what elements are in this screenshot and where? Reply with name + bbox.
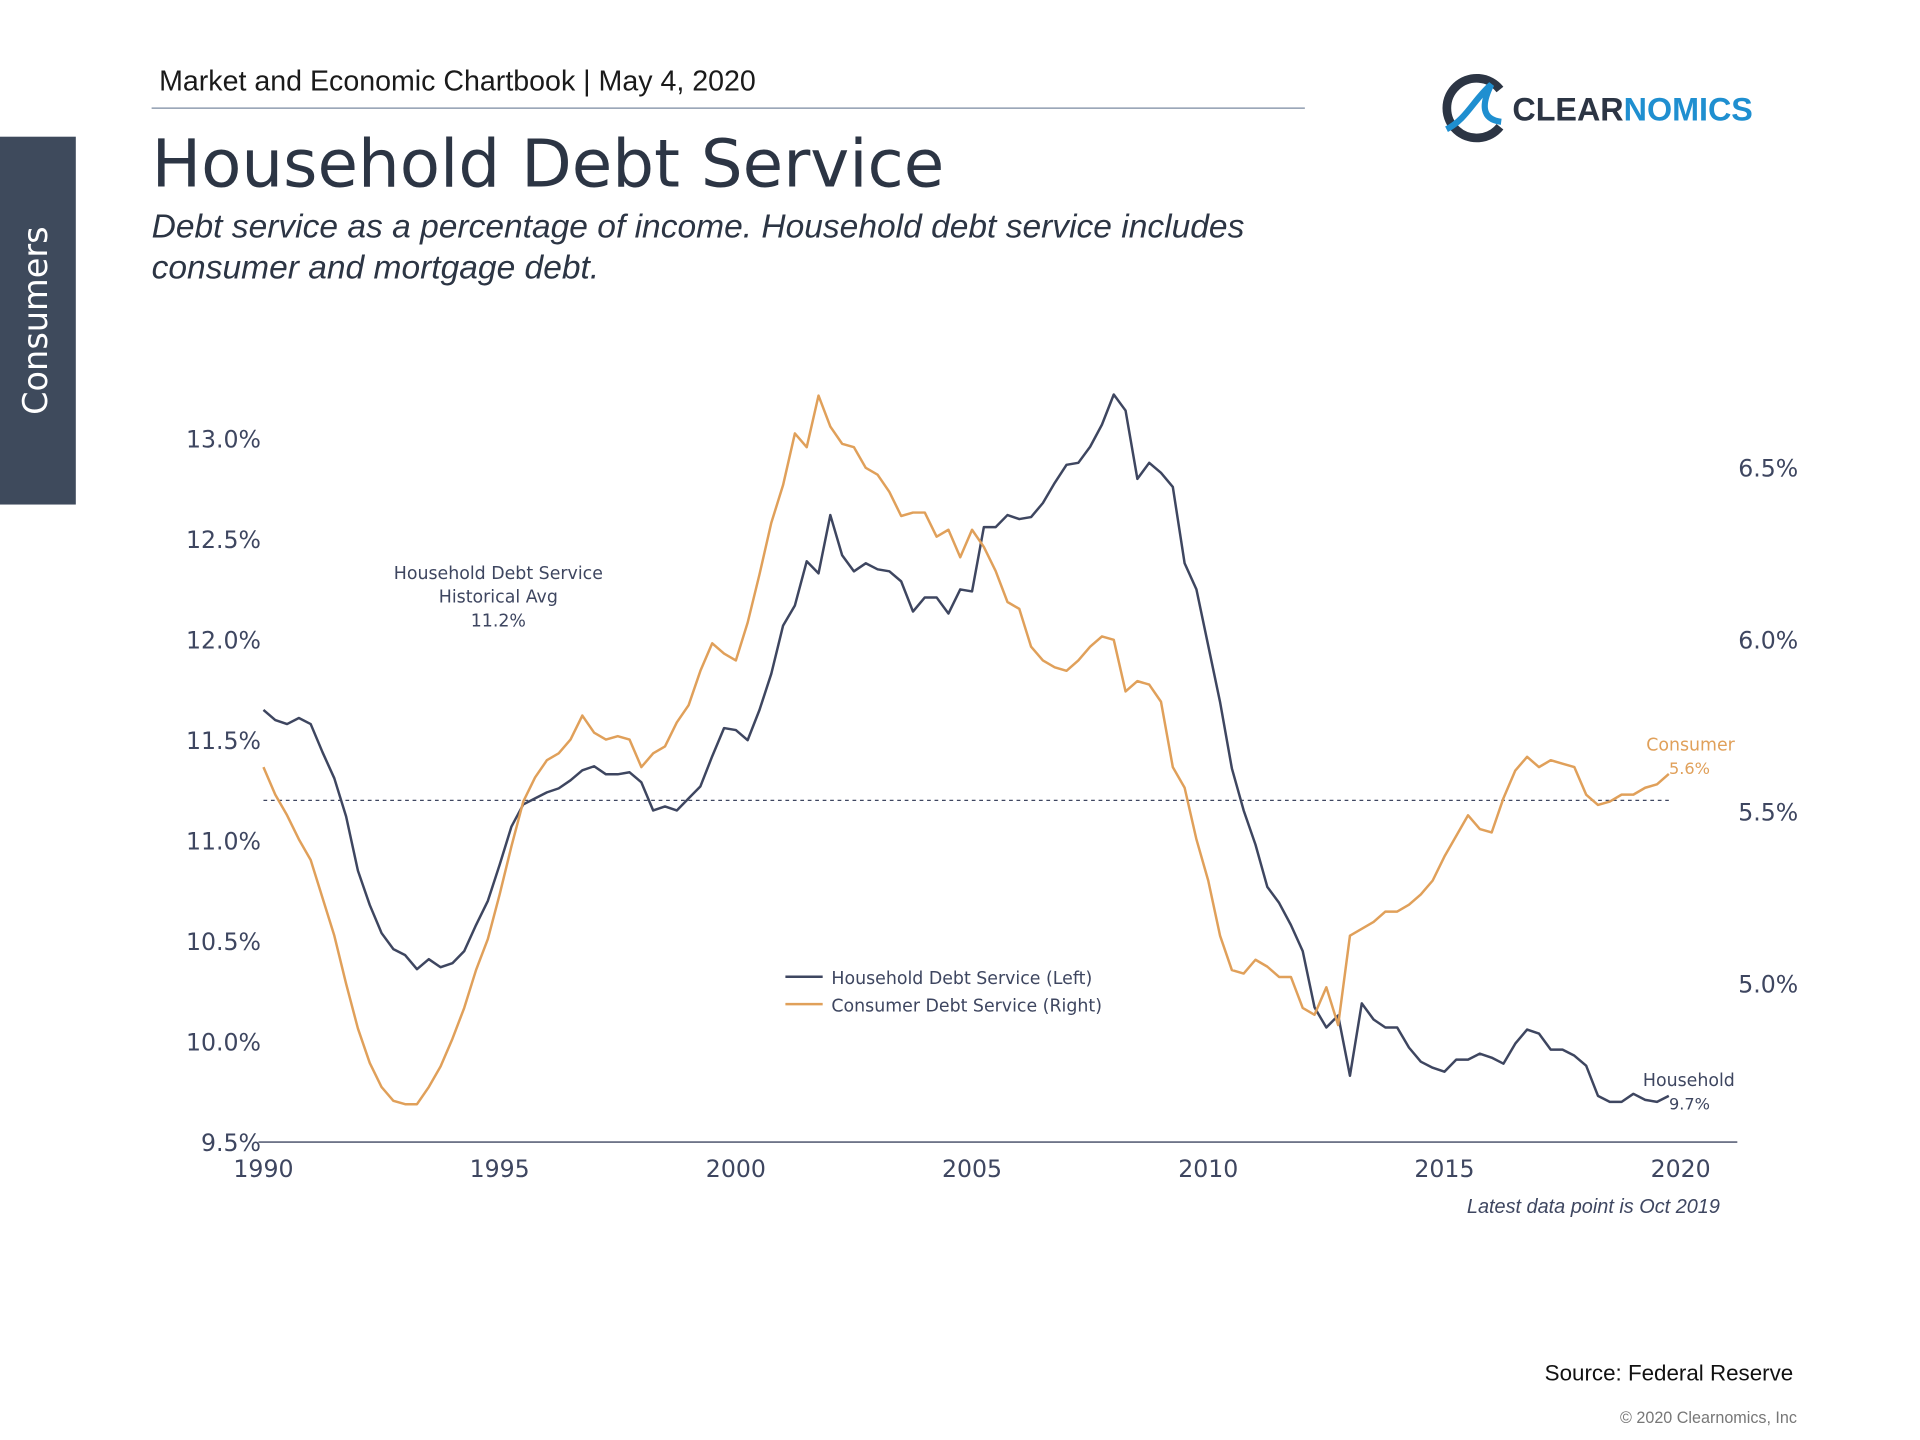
series-line [262,394,1670,1106]
legend-label: Consumer Debt Service (Right) [831,997,1102,1017]
x-tick-label: 2005 [942,1155,1002,1183]
logo-part: CLEAR [1512,92,1623,128]
y-tick-label: 12.0% [186,626,261,654]
y2-tick-label: 5.0% [1738,971,1798,999]
x-tick-label: 2010 [1178,1155,1238,1183]
y-tick-label: 11.0% [186,827,261,855]
sidebar-tab [0,136,76,505]
reference-value-label: 11.2% [471,611,526,631]
series-line [262,393,1670,1104]
logo: CLEARNOMICS [1442,73,1753,143]
reference-label: Household Debt Service [394,564,603,584]
y-tick-label: 11.5% [186,727,261,755]
y2-tick-label: 5.5% [1738,799,1798,827]
source: Source: Federal Reserve [1545,1361,1794,1386]
copyright: © 2020 Clearnomics, Inc [1620,1409,1797,1427]
y-tick-label: 10.5% [186,928,261,956]
y-tick-label: 10.0% [186,1028,261,1056]
end-label: Household [1643,1071,1735,1091]
subtitle-line: consumer and mortgage debt. [152,249,600,286]
legend-label: Household Debt Service (Left) [831,969,1092,989]
logo-text: CLEARNOMICS [1512,92,1752,128]
logo-arc [1442,73,1504,143]
reference-label: Historical Avg [439,588,558,608]
x-tick-label: 1995 [470,1155,530,1183]
end-value-label: 5.6% [1669,759,1710,778]
end-label: Consumer [1646,735,1735,755]
end-value-label: 9.7% [1669,1095,1710,1114]
subtitle-line: Debt service as a percentage of income. … [152,208,1245,245]
logo-swoosh [1445,82,1502,133]
y-tick-label: 13.0% [186,425,261,453]
y-tick-label: 12.5% [186,526,261,554]
y-tick-label: 9.5% [201,1129,261,1157]
x-tick-label: 1990 [233,1155,293,1183]
logo-part: NOMICS [1624,92,1753,128]
x-tick-label: 2020 [1651,1155,1711,1183]
x-tick-label: 2015 [1414,1155,1474,1183]
sidebar-label: Consumers [16,226,55,415]
header: Market and Economic Chartbook | May 4, 2… [159,66,756,98]
note: Latest data point is Oct 2019 [1467,1196,1720,1218]
chart-title: Household Debt Service [152,125,945,202]
x-tick-label: 2000 [706,1155,766,1183]
y2-tick-label: 6.0% [1738,627,1798,655]
y2-tick-label: 6.5% [1738,455,1798,483]
